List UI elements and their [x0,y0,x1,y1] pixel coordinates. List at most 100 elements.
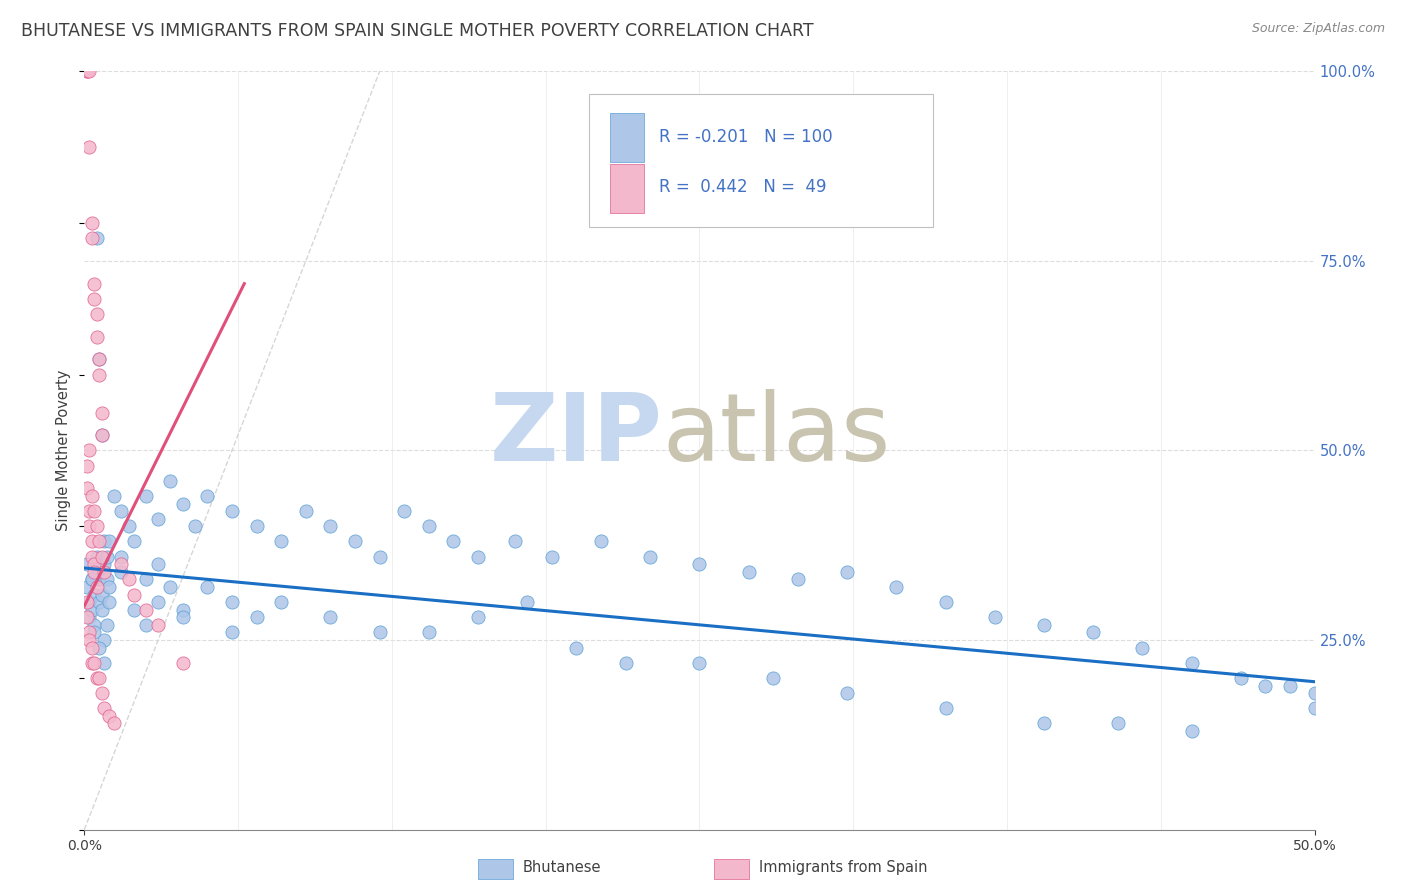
Point [1303,701,1326,715]
Point [80,534,103,549]
Point [159,474,181,488]
Point [1181,656,1204,670]
Point [80,656,103,670]
Point [83,617,105,632]
Point [418,519,440,533]
Point [83,625,105,640]
Point [93,633,115,648]
Point [103,489,125,503]
Point [98,534,120,549]
Point [246,610,269,624]
Point [79,519,101,533]
Point [80,603,103,617]
Point [118,519,141,533]
Point [76,580,98,594]
Point [83,292,105,306]
Point [319,519,342,533]
Point [87,534,111,549]
Point [184,519,207,533]
Point [83,557,105,572]
Point [79,625,101,640]
Point [1229,671,1253,685]
Point [83,504,105,518]
Point [246,519,269,533]
Point [172,496,194,510]
Point [837,686,859,700]
Point [1130,640,1153,655]
Point [79,610,101,624]
Point [110,549,132,564]
Point [122,603,145,617]
Point [159,580,181,594]
Point [93,565,115,579]
Point [86,580,108,594]
Point [1303,686,1326,700]
Point [80,573,103,587]
Point [122,588,145,602]
Point [135,489,157,503]
Point [344,534,367,549]
Point [93,701,115,715]
Point [83,277,105,291]
Point [87,368,111,382]
Point [87,640,111,655]
Point [762,671,785,685]
Point [221,625,243,640]
Point [96,617,118,632]
Point [83,565,105,579]
Point [79,504,101,518]
Point [984,610,1007,624]
Point [83,588,105,602]
Point [1083,625,1105,640]
Point [87,352,111,367]
Y-axis label: Single Mother Poverty: Single Mother Poverty [56,370,72,531]
Point [197,489,219,503]
Point [76,482,98,496]
Point [110,504,132,518]
Point [87,671,111,685]
Point [110,557,132,572]
Point [738,565,761,579]
FancyBboxPatch shape [610,164,644,213]
Text: ZIP: ZIP [489,389,662,482]
Point [503,534,526,549]
Point [787,573,810,587]
Point [935,595,957,609]
FancyBboxPatch shape [610,113,644,162]
Point [467,610,489,624]
Point [443,534,465,549]
Point [87,595,111,609]
Point [76,610,98,624]
Point [394,504,416,518]
Point [1254,678,1277,692]
Point [86,565,108,579]
Point [93,656,115,670]
Point [221,504,243,518]
Point [86,519,108,533]
Point [516,595,538,609]
Point [1279,678,1302,692]
Point [93,534,115,549]
Point [87,573,111,587]
Point [103,716,125,731]
Point [86,330,108,344]
Text: Source: ZipAtlas.com: Source: ZipAtlas.com [1251,22,1385,36]
Point [76,64,98,78]
Point [87,352,111,367]
Point [76,64,98,78]
Point [368,549,391,564]
Point [90,428,112,442]
Point [135,617,157,632]
Point [90,603,112,617]
Point [221,595,243,609]
Point [76,557,98,572]
Point [135,573,157,587]
Text: Bhutanese: Bhutanese [523,861,602,875]
Point [96,549,118,564]
Point [76,458,98,473]
Point [689,557,711,572]
Point [80,549,103,564]
Point [1033,716,1056,731]
Text: atlas: atlas [662,389,891,482]
Point [1181,724,1204,739]
